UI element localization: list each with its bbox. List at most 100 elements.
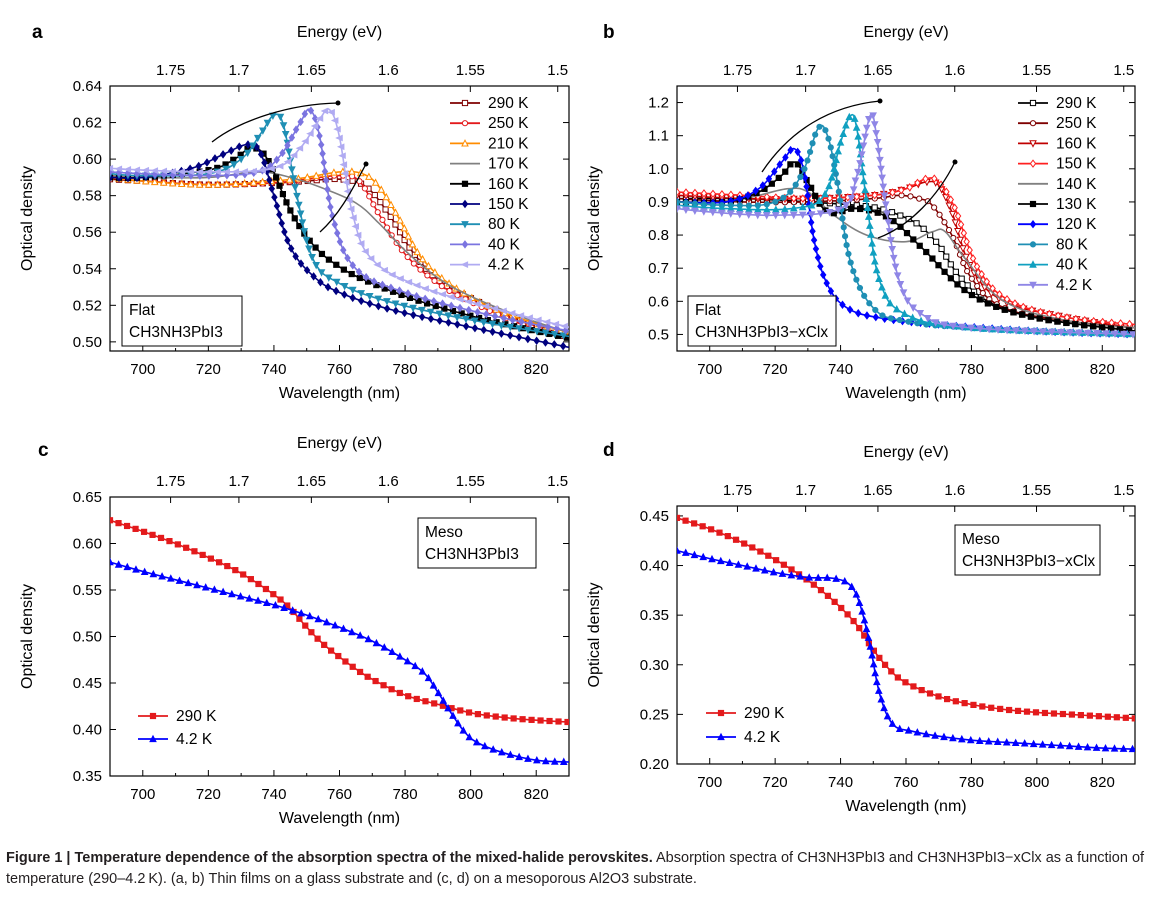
data-marker: [847, 195, 856, 203]
data-marker: [700, 208, 708, 216]
data-marker: [336, 237, 344, 246]
data-marker: [817, 587, 825, 594]
data-marker: [716, 556, 725, 565]
data-marker: [1056, 741, 1065, 749]
top-tick-label: 1.6: [944, 482, 965, 499]
data-marker: [805, 573, 814, 581]
arrow-head: [952, 159, 958, 165]
data-marker: [333, 125, 341, 133]
data-marker: [780, 561, 787, 568]
data-marker: [1077, 711, 1085, 719]
data-marker: [807, 218, 815, 227]
data-marker: [909, 304, 917, 312]
data-marker: [845, 250, 852, 257]
data-marker: [954, 211, 962, 221]
data-marker: [302, 622, 309, 629]
data-marker: [488, 320, 497, 329]
data-marker: [958, 275, 965, 282]
data-marker: [287, 244, 295, 253]
data-marker: [489, 745, 498, 753]
data-marker: [1029, 120, 1037, 127]
data-marker: [289, 151, 298, 159]
data-marker: [879, 183, 888, 191]
data-marker: [845, 112, 854, 121]
sample-annotation-line: CH3NH3PbI3: [129, 324, 223, 341]
data-marker: [213, 168, 222, 176]
data-marker: [1104, 713, 1111, 720]
data-marker: [1063, 319, 1070, 327]
data-marker: [861, 292, 868, 299]
data-marker: [123, 166, 132, 173]
data-marker: [964, 282, 971, 289]
data-marker: [859, 142, 868, 150]
data-marker: [287, 207, 294, 214]
data-marker: [177, 168, 186, 175]
data-marker: [947, 261, 954, 268]
data-marker: [814, 253, 822, 262]
data-marker: [966, 735, 975, 744]
data-marker: [289, 175, 298, 183]
data-marker: [1057, 329, 1065, 337]
data-marker: [916, 310, 925, 318]
data-marker: [725, 558, 734, 566]
data-marker: [439, 696, 448, 704]
data-marker: [413, 292, 420, 301]
data-marker: [858, 167, 867, 176]
data-marker: [787, 145, 794, 155]
data-marker: [231, 179, 240, 187]
data-marker: [373, 261, 381, 269]
data-marker: [917, 316, 925, 324]
data-marker: [718, 190, 726, 199]
sample-annotation-line: CH3NH3PbI3: [425, 546, 519, 563]
data-marker: [1095, 713, 1102, 720]
data-marker: [903, 297, 912, 305]
data-marker: [891, 263, 900, 272]
top-tick-label: 1.65: [863, 62, 892, 79]
data-marker: [797, 173, 804, 181]
data-marker: [871, 190, 878, 200]
data-marker: [262, 598, 271, 607]
top-tick-label: 1.5: [1113, 62, 1134, 79]
data-marker: [379, 216, 386, 223]
data-marker: [1086, 712, 1093, 719]
data-marker: [149, 569, 158, 578]
data-marker: [257, 150, 265, 159]
data-marker: [340, 266, 347, 273]
data-marker: [465, 709, 473, 716]
data-marker: [913, 728, 922, 736]
data-marker: [280, 603, 288, 611]
data-marker: [960, 228, 968, 238]
data-marker: [817, 262, 824, 271]
data-marker: [940, 732, 948, 741]
data-marker: [964, 268, 971, 275]
data-marker: [926, 690, 934, 697]
trend-arrow: [319, 163, 367, 233]
data-marker: [283, 199, 290, 206]
data-marker: [349, 293, 356, 303]
data-marker: [382, 206, 389, 213]
data-marker: [467, 312, 474, 319]
data-marker: [978, 269, 985, 279]
data-marker: [773, 557, 780, 564]
data-marker: [270, 591, 277, 598]
data-marker: [760, 566, 769, 574]
data-marker: [454, 718, 462, 727]
top-tick-label: 1.55: [456, 62, 485, 79]
data-marker: [516, 312, 525, 319]
data-marker: [931, 204, 938, 211]
data-marker: [993, 737, 1002, 745]
data-marker: [559, 332, 568, 340]
data-marker: [110, 517, 114, 524]
y-tick-label: 0.35: [73, 768, 102, 785]
data-marker: [398, 291, 405, 299]
x-axis-label: Wavelength (nm): [845, 798, 966, 815]
data-marker: [461, 180, 469, 187]
legend-label: 160 K: [488, 176, 529, 193]
legend-label: 170 K: [488, 156, 529, 173]
legend-label: 4.2 K: [176, 731, 213, 748]
data-marker: [404, 232, 413, 240]
data-marker: [910, 236, 917, 243]
data-marker: [183, 544, 190, 551]
data-marker: [951, 219, 960, 227]
data-marker: [438, 290, 446, 298]
